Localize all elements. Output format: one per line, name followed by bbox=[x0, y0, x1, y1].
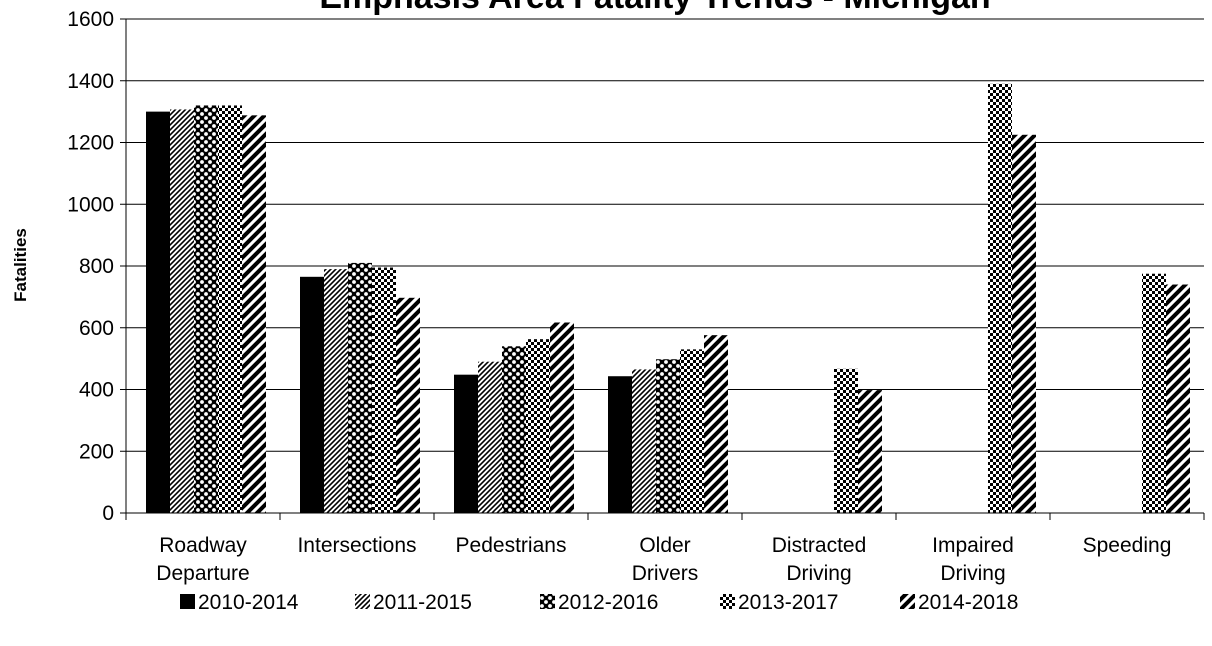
legend-swatch bbox=[355, 594, 370, 609]
bar bbox=[704, 335, 728, 513]
bar bbox=[858, 390, 882, 513]
y-axis-label: Fatalities bbox=[11, 228, 30, 302]
x-category-label: Pedestrians bbox=[456, 534, 567, 557]
y-tick-label: 1200 bbox=[67, 132, 114, 155]
bar bbox=[146, 111, 170, 513]
legend-swatch bbox=[180, 594, 195, 609]
x-category-label: Impaired Driving bbox=[932, 534, 1014, 585]
legend-swatch bbox=[540, 594, 555, 609]
y-tick-label: 400 bbox=[79, 379, 114, 402]
bars bbox=[146, 83, 1190, 514]
bar bbox=[550, 322, 574, 513]
x-category-label: Speeding bbox=[1083, 534, 1172, 557]
bar bbox=[988, 83, 1012, 514]
axis-labels: 0 200 400 600 800 1000 1200 1400 1600 Roadway Depa… bbox=[67, 8, 1171, 585]
legend-label: 2012-2016 bbox=[558, 591, 658, 614]
bar bbox=[300, 276, 324, 513]
bar bbox=[1142, 273, 1166, 513]
bar bbox=[324, 269, 348, 513]
y-tick-label: 1400 bbox=[67, 70, 114, 93]
bar bbox=[170, 109, 194, 514]
bar bbox=[656, 359, 680, 513]
axes bbox=[120, 18, 1205, 520]
y-tick-label: 0 bbox=[102, 502, 114, 525]
bar bbox=[372, 267, 396, 513]
bar bbox=[242, 115, 266, 513]
bar bbox=[834, 368, 858, 513]
bar bbox=[396, 297, 420, 513]
bar bbox=[478, 361, 502, 513]
legend-label: 2011-2015 bbox=[373, 591, 472, 614]
y-tick-label: 1000 bbox=[67, 193, 114, 216]
y-tick-label: 600 bbox=[79, 317, 114, 340]
chart-title: Emphasis Area Fatality Trends - Michigan bbox=[319, 0, 990, 16]
legend-label: 2010-2014 bbox=[198, 591, 299, 614]
bar bbox=[502, 346, 526, 513]
x-category-label: Distracted Driving bbox=[772, 534, 867, 585]
bar bbox=[1012, 134, 1036, 513]
x-category-label: Intersections bbox=[297, 534, 416, 557]
legend: 2010-2014 2011-2015 2012-2016 2013-2017 2014… bbox=[180, 591, 1018, 614]
legend-label: 2013-2017 bbox=[738, 591, 838, 614]
x-category-label: Roadway Departure bbox=[156, 534, 249, 585]
bar bbox=[218, 105, 242, 513]
y-tick-label: 200 bbox=[79, 440, 114, 463]
bar bbox=[194, 105, 218, 513]
legend-swatch bbox=[900, 594, 915, 609]
bar bbox=[680, 349, 704, 513]
bar bbox=[1166, 284, 1190, 513]
bar bbox=[526, 339, 550, 513]
bar bbox=[454, 374, 478, 513]
bar bbox=[632, 369, 656, 513]
bar bbox=[608, 376, 632, 513]
legend-label: 2014-2018 bbox=[918, 591, 1018, 614]
bar bbox=[348, 262, 372, 513]
y-tick-label: 800 bbox=[79, 255, 114, 278]
legend-swatch bbox=[720, 594, 735, 609]
x-category-label: Older Drivers bbox=[632, 534, 699, 585]
y-tick-label: 1600 bbox=[67, 8, 114, 31]
